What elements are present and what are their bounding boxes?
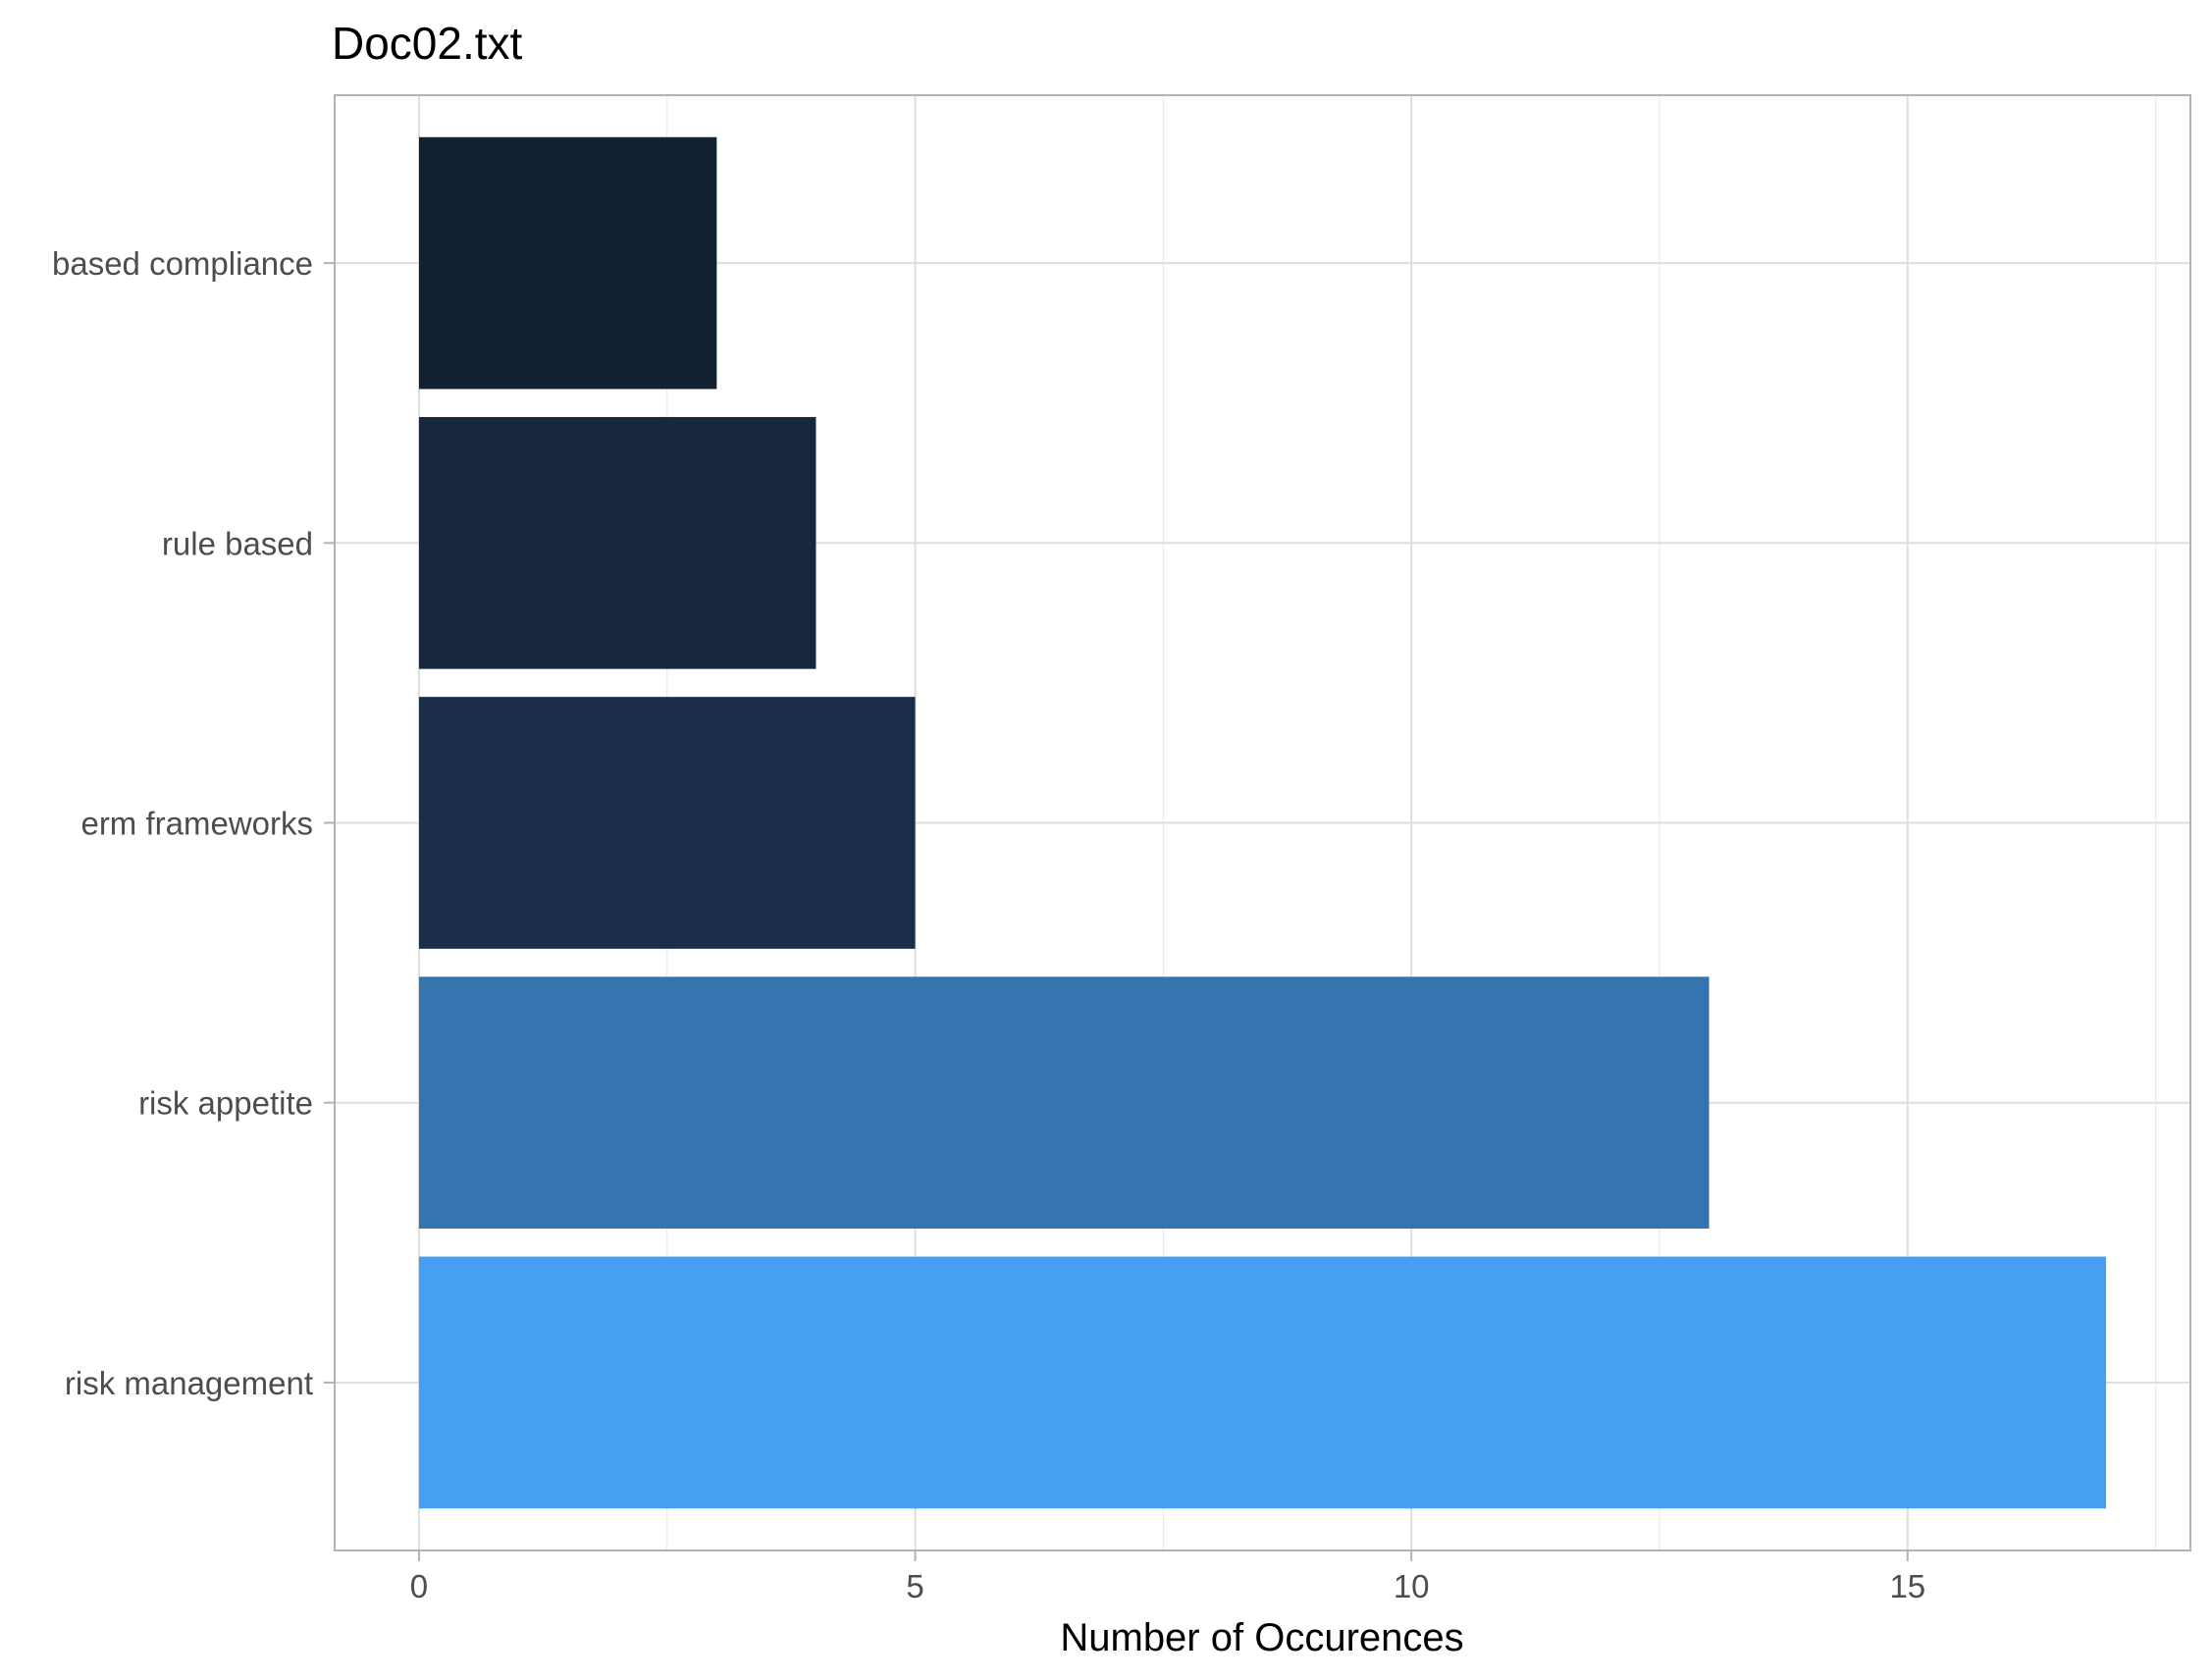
y-axis: based compliance rule based erm frameworks…: [52, 245, 335, 1401]
y-tick-label: risk management: [65, 1365, 313, 1401]
bar: [418, 1256, 2107, 1509]
bar: [418, 416, 816, 669]
x-axis-title: Number of Occurences: [1060, 1616, 1463, 1659]
x-axis: 0 5 10 15: [410, 1550, 1925, 1604]
bar: [418, 697, 916, 949]
bar: [418, 976, 1710, 1230]
y-tick-label: erm frameworks: [80, 806, 313, 842]
bars: [418, 136, 2107, 1509]
x-tick-label: 0: [410, 1568, 428, 1604]
y-tick-label: risk appetite: [138, 1085, 313, 1122]
x-tick-label: 5: [906, 1568, 923, 1604]
x-tick-label: 15: [1889, 1568, 1925, 1604]
chart-title: Doc02.txt: [332, 18, 523, 69]
y-tick-label: rule based: [162, 525, 313, 561]
y-tick-label: based compliance: [52, 245, 313, 282]
x-tick-label: 10: [1394, 1568, 1430, 1604]
bar: [418, 136, 717, 390]
